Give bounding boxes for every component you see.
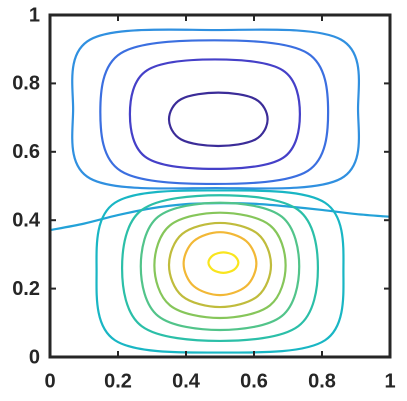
contour-line	[128, 58, 302, 171]
y-tick-label: 0.8	[12, 73, 40, 95]
contour-line	[99, 39, 330, 186]
contour-line	[139, 201, 301, 332]
x-tick-label: 0	[44, 370, 55, 392]
contour-line	[167, 221, 273, 309]
x-tick-label: 0.8	[308, 370, 336, 392]
contour-line	[49, 201, 391, 232]
x-tick-label: 0.6	[240, 370, 268, 392]
x-tick-label: 1	[384, 370, 395, 392]
contour-line	[182, 231, 258, 297]
contour-line	[95, 189, 345, 354]
contour-line	[120, 194, 320, 343]
x-tick-label: 0.4	[172, 370, 201, 392]
contour-line	[207, 251, 240, 274]
axes-box	[48, 13, 392, 359]
y-tick-label: 0.2	[12, 278, 40, 300]
y-tick-label: 1	[29, 4, 40, 26]
contour-line	[71, 28, 360, 190]
y-tick-label: 0	[29, 346, 40, 368]
contour-line	[167, 91, 269, 148]
x-tick-label: 0.2	[104, 370, 132, 392]
contour-line	[153, 211, 287, 320]
y-tick-label: 0.4	[12, 209, 41, 231]
y-tick-label: 0.6	[12, 141, 40, 163]
